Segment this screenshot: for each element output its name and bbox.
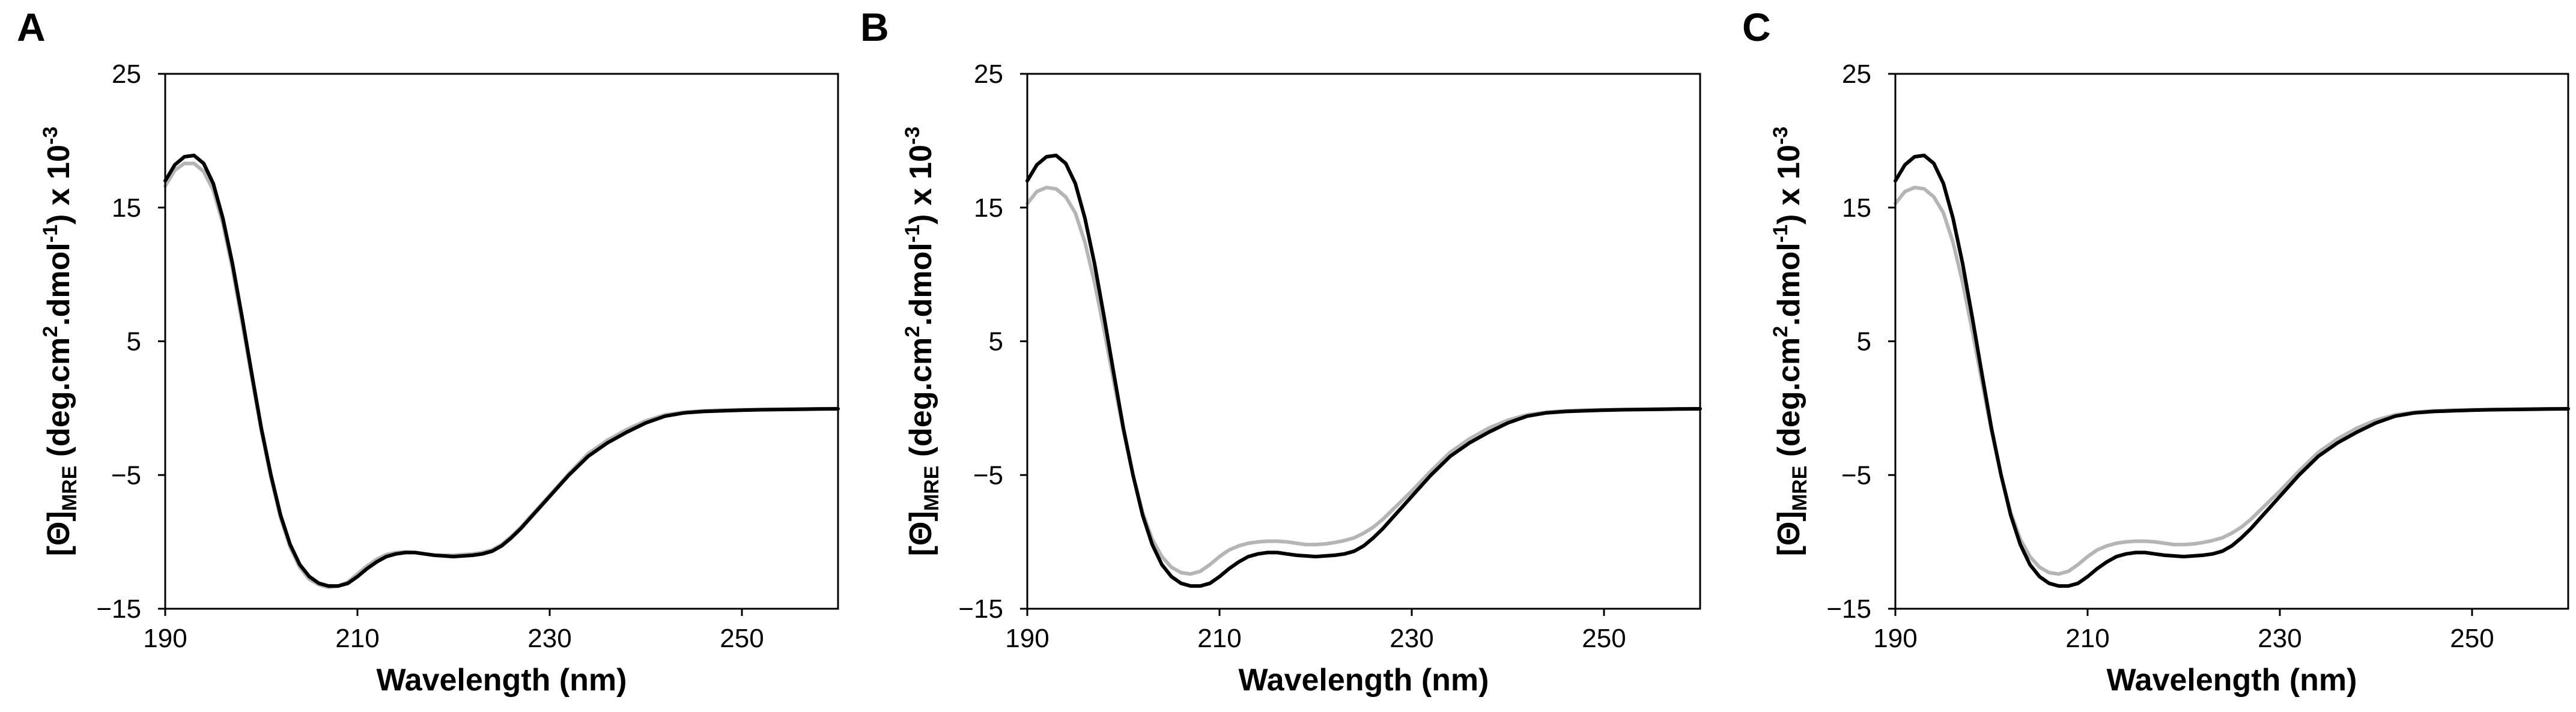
y-title-unit-tail: ) x 10 <box>1772 145 1806 225</box>
x-tick-label: 210 <box>335 624 379 653</box>
y-tick-label: 5 <box>127 327 141 357</box>
x-tick-label: 190 <box>1873 624 1917 653</box>
x-axis-title: Wavelength (nm) <box>1239 663 1489 698</box>
y-tick-label: 15 <box>112 193 141 223</box>
panel-letter: C <box>1742 5 1771 49</box>
y-title-unit: (deg.cm <box>904 337 938 466</box>
y-title-subscript: MRE <box>920 466 943 511</box>
x-tick-label: 250 <box>2450 624 2494 653</box>
y-tick-label: 5 <box>1857 327 1871 357</box>
y-tick-label: 25 <box>1842 59 1871 89</box>
x-tick-label: 250 <box>720 624 764 653</box>
y-title-unit: (deg.cm <box>1772 337 1806 466</box>
y-title-sup: 2 <box>39 326 62 337</box>
y-tick-label: 25 <box>974 59 1003 89</box>
y-title-subscript: MRE <box>1788 466 1811 511</box>
y-axis-title: [Θ]MRE (deg.cm2.dmol-1) x 10-3 <box>39 127 81 557</box>
y-title-sup: -1 <box>39 225 62 243</box>
x-tick-label: 230 <box>1390 624 1433 653</box>
y-title-subscript: MRE <box>58 466 81 511</box>
x-tick-label: 210 <box>2065 624 2109 653</box>
y-title-unit-mid: .dmol <box>904 243 938 326</box>
y-title-unit-tail: ) x 10 <box>41 145 76 225</box>
y-title-unit-tail: ) x 10 <box>904 145 938 225</box>
panel-letter: B <box>860 5 889 49</box>
y-tick-label: 15 <box>1842 193 1871 223</box>
plot-frame <box>164 73 839 610</box>
y-tick-label: 5 <box>989 327 1003 357</box>
chart-panel-c: C −15 −5 5 15 25 190 210 230 250 Wavelength (nm) [Θ… <box>1742 5 2570 698</box>
x-tick-label: 190 <box>1005 624 1049 653</box>
y-tick-label: −15 <box>96 594 141 624</box>
y-tick-label: −15 <box>958 594 1003 624</box>
y-title-sup: -3 <box>39 127 62 145</box>
y-tick-label: −5 <box>1841 460 1871 490</box>
y-title-unit: (deg.cm <box>41 337 76 466</box>
series-line-black <box>163 153 840 588</box>
panel-letter: A <box>17 5 46 49</box>
y-title-sup: -3 <box>1769 127 1792 145</box>
x-tick-label: 250 <box>1582 624 1626 653</box>
y-tick-label: −15 <box>1826 594 1871 624</box>
x-tick-label: 190 <box>143 624 187 653</box>
plot-frame <box>1894 73 2569 610</box>
series-line-gray <box>1025 186 1702 576</box>
y-axis-title: [Θ]MRE (deg.cm2.dmol-1) x 10-3 <box>1769 127 1811 557</box>
y-title-unit-mid: .dmol <box>41 243 76 326</box>
x-tick-label: 230 <box>527 624 571 653</box>
plot-frame <box>1026 73 1701 610</box>
y-axis-title: [Θ]MRE (deg.cm2.dmol-1) x 10-3 <box>901 127 943 557</box>
series-line-black <box>1025 153 1702 588</box>
y-tick-label: −5 <box>111 460 141 490</box>
y-title-sup: 2 <box>1769 326 1792 337</box>
x-axis-title: Wavelength (nm) <box>2107 663 2357 698</box>
y-title-sup: -1 <box>1769 225 1792 243</box>
y-title-sup: -3 <box>901 127 924 145</box>
y-title-sup: 2 <box>901 326 924 337</box>
y-title-symbol: [Θ] <box>41 511 76 556</box>
x-axis-title: Wavelength (nm) <box>377 663 627 698</box>
y-title-sup: -1 <box>901 225 924 243</box>
series-line-black <box>1894 153 2570 588</box>
series-line-gray <box>163 161 840 590</box>
x-tick-label: 230 <box>2258 624 2301 653</box>
chart-panel-b: B −15 −5 5 15 25 190 210 230 250 Wavelength (nm) [Θ… <box>860 5 1702 698</box>
chart-panel-a: A −15 −5 5 15 25 190 210 230 250 Wavelength (nm) [Θ… <box>17 5 840 698</box>
y-tick-label: 25 <box>112 59 141 89</box>
x-tick-label: 210 <box>1197 624 1241 653</box>
series-line-gray <box>1894 186 2570 576</box>
y-title-symbol: [Θ] <box>1772 511 1806 556</box>
y-title-symbol: [Θ] <box>904 511 938 556</box>
y-tick-label: −5 <box>973 460 1003 490</box>
y-tick-label: 15 <box>974 193 1003 223</box>
y-title-unit-mid: .dmol <box>1772 243 1806 326</box>
